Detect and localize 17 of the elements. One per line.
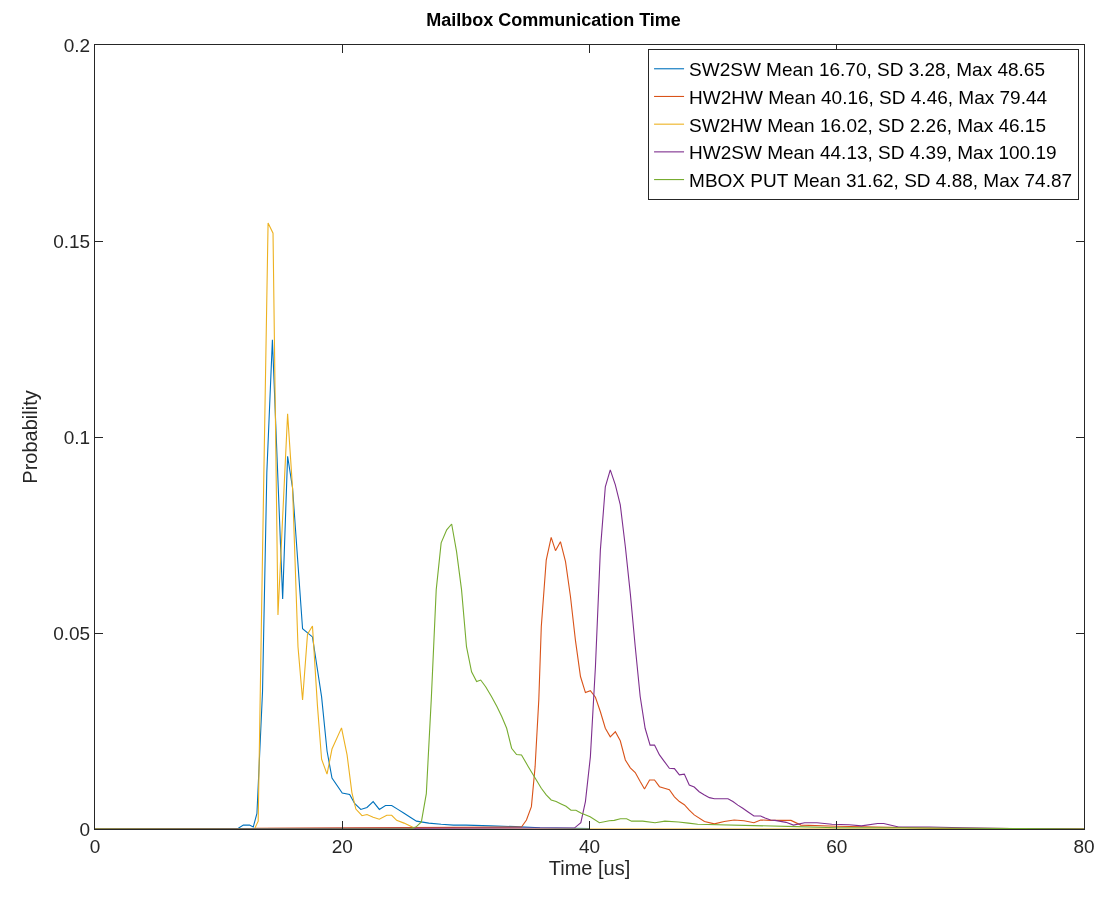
y-tick-label: 0 <box>79 818 91 840</box>
legend-label: SW2HW Mean 16.02, SD 2.26, Max 46.15 <box>689 114 1047 136</box>
y-tick-label: 0.1 <box>63 426 91 448</box>
legend-label: MBOX PUT Mean 31.62, SD 4.88, Max 74.87 <box>689 169 1073 191</box>
legend-label: HW2SW Mean 44.13, SD 4.39, Max 100.19 <box>689 142 1057 164</box>
chart-title: Mailbox Communication Time <box>426 10 681 31</box>
x-tick-label: 40 <box>578 835 601 857</box>
x-tick-label: 80 <box>1073 835 1095 857</box>
x-tick-label: 20 <box>331 835 353 857</box>
legend-label: HW2HW Mean 40.16, SD 4.46, Max 79.44 <box>689 86 1048 108</box>
y-tick-label: 0.05 <box>53 622 91 644</box>
y-axis-title: Probability <box>18 390 41 484</box>
x-tick-label: 60 <box>826 835 848 857</box>
x-axis-title: Time [us] <box>548 856 631 879</box>
y-tick-label: 0.2 <box>63 34 91 56</box>
legend-label: SW2SW Mean 16.70, SD 3.28, Max 48.65 <box>689 59 1045 81</box>
y-tick-label: 0.15 <box>53 230 91 252</box>
